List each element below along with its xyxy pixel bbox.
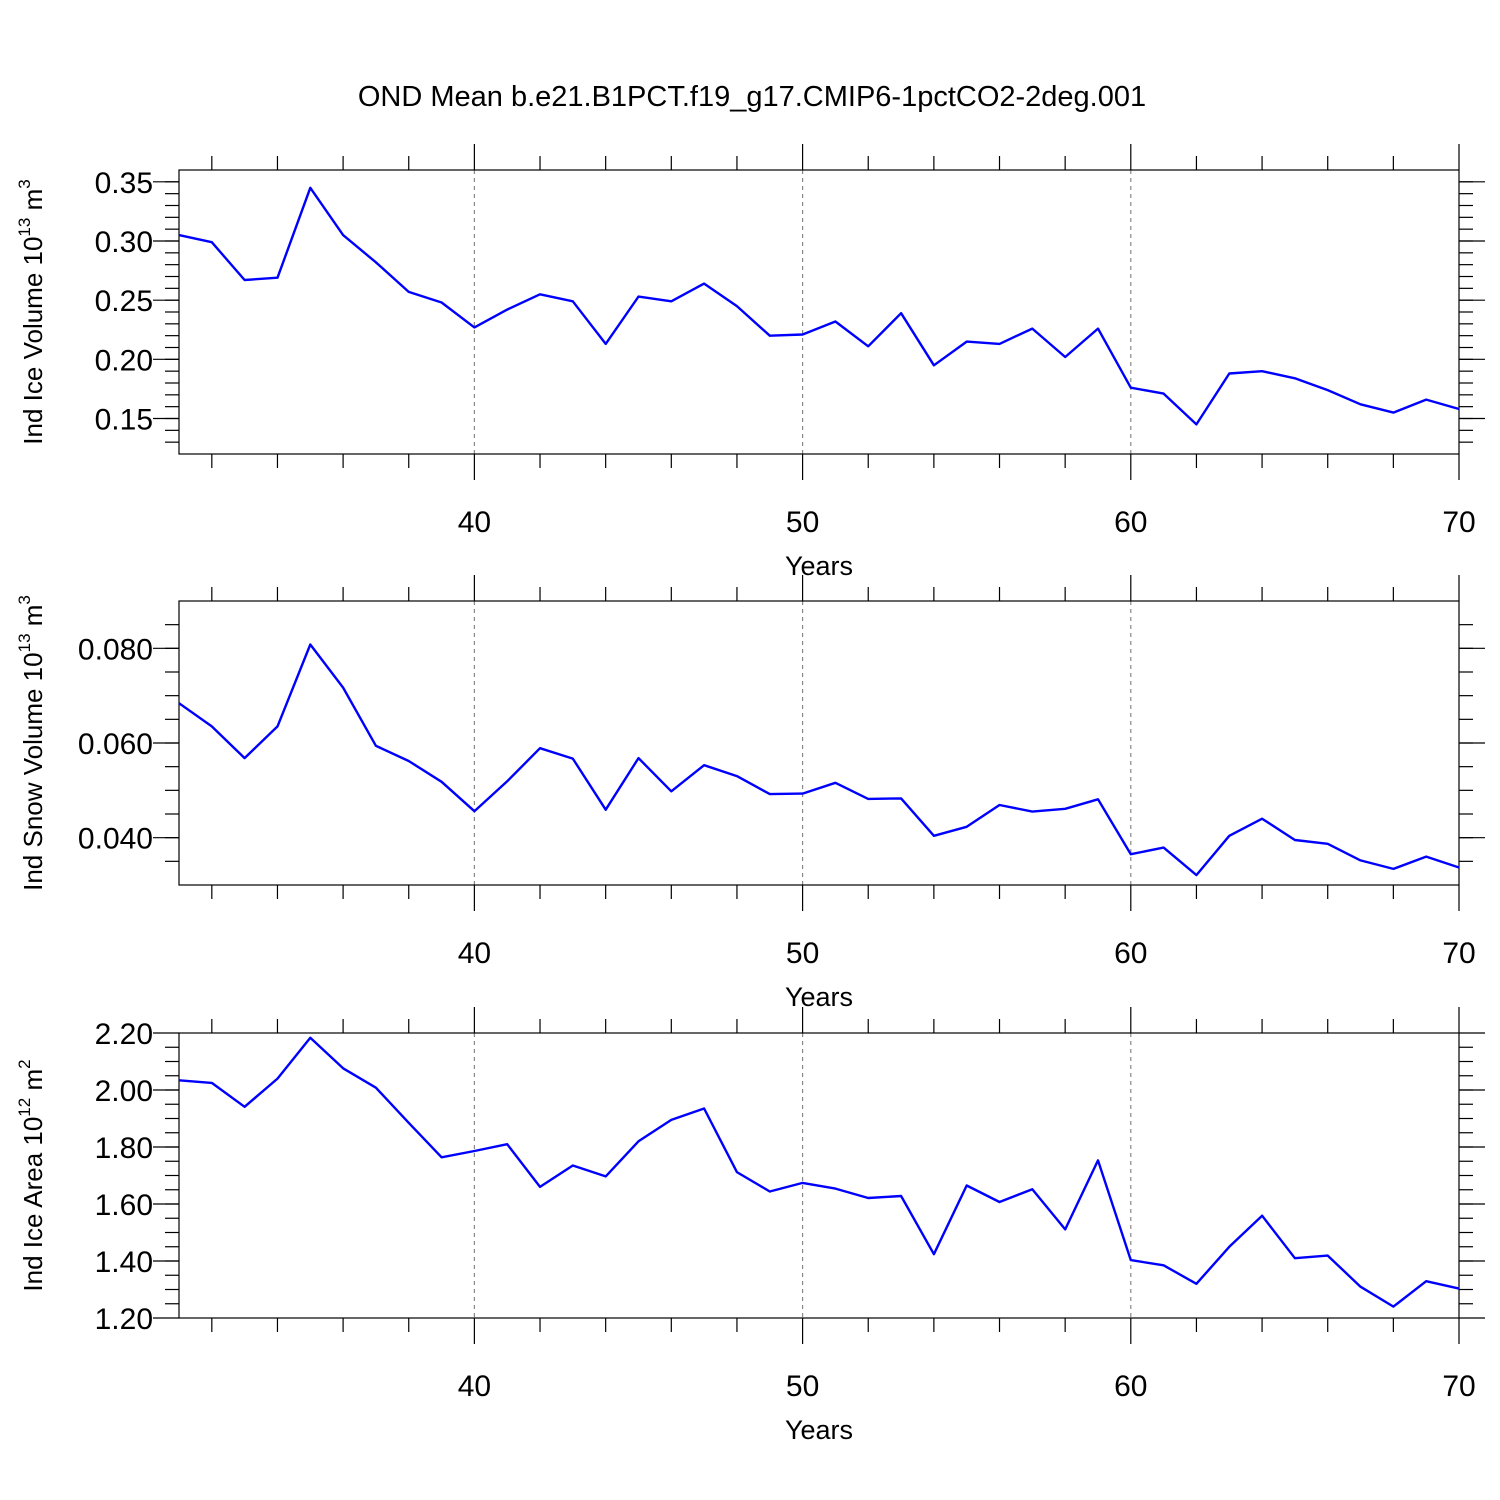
chart-panels: 0.15 0.20 0.25 0.30 0.35 40 50 60 70 Years Ind Ice… xyxy=(15,144,1485,1445)
y-tick-label: 0.15 xyxy=(95,404,153,437)
y-tick-label: 0.20 xyxy=(95,344,153,377)
y-axis-label-unit: m xyxy=(18,1069,48,1098)
y-tick-label: 0.30 xyxy=(95,226,153,259)
y-tick-label: 0.25 xyxy=(95,285,153,318)
x-axis-label: Years xyxy=(785,982,853,1012)
series-line xyxy=(178,186,1460,426)
y-axis-label-exponent: 13 xyxy=(15,633,34,652)
y-tick-label: 2.00 xyxy=(95,1075,153,1108)
x-axis-label: Years xyxy=(785,551,853,581)
y-tick-label: 0.040 xyxy=(78,823,153,856)
panel-1: 0.15 0.20 0.25 0.30 0.35 40 50 60 70 Years Ind Ice… xyxy=(15,144,1485,581)
panel-2: 0.040 0.060 0.080 40 50 60 70 Years Ind Snow Vol… xyxy=(15,575,1485,1012)
x-tick-label: 50 xyxy=(786,506,819,539)
y-axis-label-unit-exponent: 3 xyxy=(15,179,34,188)
x-tick-label: 50 xyxy=(786,1370,819,1403)
y-tick-label: 0.35 xyxy=(95,167,153,200)
panel-3: 1.20 1.40 1.60 1.80 2.00 2.20 40 50 60 70 Years Ind… xyxy=(15,1007,1485,1445)
x-tick-label: 40 xyxy=(458,506,491,539)
y-axis-label-unit-exponent: 2 xyxy=(15,1059,34,1068)
x-tick-label: 50 xyxy=(786,937,819,970)
x-tick-label: 60 xyxy=(1114,506,1147,539)
y-tick-label: 1.20 xyxy=(95,1303,153,1336)
series-line xyxy=(178,643,1460,877)
y-axis-label-text: Ind Ice Area 10 xyxy=(18,1117,48,1292)
x-tick-label: 40 xyxy=(458,937,491,970)
plot-frame xyxy=(178,169,1460,455)
x-tick-label: 70 xyxy=(1442,937,1475,970)
series-line xyxy=(178,1036,1460,1308)
y-axis-label-exponent: 12 xyxy=(15,1098,34,1117)
y-axis-label-unit: m xyxy=(18,189,48,218)
y-tick-label: 1.60 xyxy=(95,1189,153,1222)
y-tick-label: 1.80 xyxy=(95,1132,153,1165)
y-tick-label: 0.060 xyxy=(78,728,153,761)
x-tick-label: 70 xyxy=(1442,506,1475,539)
x-tick-label: 60 xyxy=(1114,937,1147,970)
plot-frame xyxy=(178,600,1460,886)
y-axis-label-exponent: 13 xyxy=(15,218,34,237)
y-axis-label-unit-exponent: 3 xyxy=(15,595,34,604)
y-axis-label: Ind Snow Volume 1013 m3 xyxy=(15,595,48,891)
y-tick-label: 0.080 xyxy=(78,633,153,666)
x-tick-label: 60 xyxy=(1114,1370,1147,1403)
y-axis-label: Ind Ice Area 1012 m2 xyxy=(15,1059,48,1291)
plot-frame xyxy=(178,1032,1460,1319)
y-tick-label: 2.20 xyxy=(95,1018,153,1051)
x-axis-label: Years xyxy=(785,1415,853,1445)
x-tick-label: 40 xyxy=(458,1370,491,1403)
y-axis-label: Ind Ice Volume 1013 m3 xyxy=(15,179,48,444)
y-tick-label: 1.40 xyxy=(95,1246,153,1279)
y-axis-label-text: Ind Ice Volume 10 xyxy=(18,237,48,445)
y-axis-label-text: Ind Snow Volume 10 xyxy=(18,652,48,891)
chart-title: OND Mean b.e21.B1PCT.f19_g17.CMIP6-1pctC… xyxy=(358,81,1146,113)
y-axis-label-unit: m xyxy=(18,605,48,634)
x-tick-label: 70 xyxy=(1442,1370,1475,1403)
